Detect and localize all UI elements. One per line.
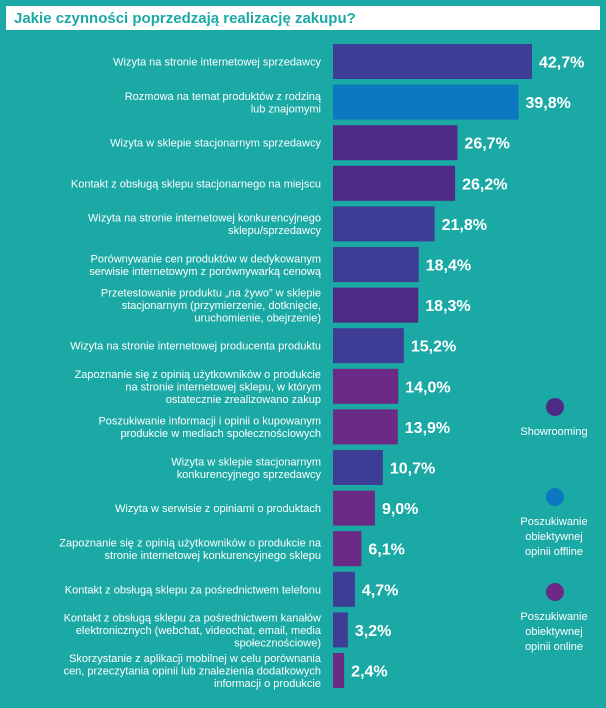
- bar: [333, 531, 362, 567]
- bar: [333, 368, 399, 404]
- bar-value-label: 10,7%: [390, 461, 435, 478]
- bar: [333, 653, 345, 688]
- bar-value-label: 39,8%: [525, 95, 570, 112]
- bar: [333, 44, 532, 79]
- bar: [333, 247, 419, 282]
- bar: [333, 206, 435, 242]
- category-label: Kontakt z obsługą sklepu za pośrednictwe…: [64, 612, 322, 649]
- category-label: Kontakt z obsługą sklepu stacjonarnego n…: [71, 178, 321, 190]
- bar-value-label: 18,3%: [425, 298, 470, 315]
- category-label: Wizyta na stronie internetowej konkurenc…: [88, 213, 321, 238]
- bar: [333, 450, 383, 485]
- category-label: Porównywanie cen produktów w dedykowanym…: [89, 253, 322, 278]
- legend-label-offline: Poszukiwanie obiektywnej opinii offline: [520, 516, 588, 558]
- legend-label-online: Poszukiwanie obiektywnej opinii online: [520, 611, 588, 653]
- bar-value-label: 26,2%: [462, 176, 507, 193]
- bar-value-label: 6,1%: [368, 542, 404, 559]
- bar-value-label: 15,2%: [411, 339, 456, 356]
- bar: [333, 571, 355, 607]
- category-label: Przetestowanie produktu „na żywo” w skle…: [101, 288, 321, 325]
- category-label: Wizyta na stronie internetowej sprzedawc…: [113, 57, 321, 69]
- category-label: Zapoznanie się z opinią użytkowników o p…: [75, 369, 321, 406]
- bar: [333, 328, 404, 364]
- legend-dot-showrooming: [546, 398, 564, 416]
- bar-value-label: 4,7%: [362, 582, 398, 599]
- bar: [333, 125, 458, 161]
- category-label: Kontakt z obsługą sklepu za pośrednictwe…: [65, 584, 321, 596]
- bar-value-label: 13,9%: [405, 420, 450, 437]
- category-label: Wizyta w sklepie stacjonarnym konkurencyj…: [171, 456, 321, 481]
- category-label: Rozmowa na temat produktów z rodziną lub …: [125, 91, 322, 116]
- bar-value-label: 42,7%: [539, 55, 584, 72]
- chart-title: Jakie czynności poprzedzają realizację z…: [14, 9, 356, 27]
- bar: [333, 84, 519, 120]
- category-label: Skorzystanie z aplikacji mobilnej w celu…: [64, 653, 322, 690]
- category-label: Wizyta na stronie internetowej producent…: [70, 341, 321, 353]
- chart-title-box: Jakie czynności poprzedzają realizację z…: [6, 6, 600, 30]
- bar: [333, 490, 375, 526]
- category-label: Wizyta w serwisie z opiniami o produktac…: [115, 503, 321, 515]
- category-label: Wizyta w sklepie stacjonarnym sprzedawcy: [110, 138, 321, 150]
- category-label: Poszukiwanie informacji i opinii o kupow…: [98, 416, 321, 441]
- bar-value-label: 2,4%: [351, 664, 387, 681]
- bar-value-label: 3,2%: [355, 623, 391, 640]
- legend-dot-online: [546, 583, 564, 601]
- bar-value-label: 21,8%: [442, 217, 487, 234]
- bar-value-label: 14,0%: [405, 379, 450, 396]
- bar: [333, 165, 456, 201]
- bar-value-label: 18,4%: [426, 258, 471, 275]
- legend-dot-offline: [546, 488, 564, 506]
- bar-value-label: 26,7%: [464, 136, 509, 153]
- legend-label-showrooming: Showrooming: [520, 426, 588, 438]
- bar: [333, 409, 398, 445]
- bar: [333, 612, 348, 648]
- bar: [333, 287, 419, 323]
- category-label: Zapoznanie się z opinią użytkowników o p…: [59, 537, 322, 562]
- bar-value-label: 9,0%: [382, 501, 418, 518]
